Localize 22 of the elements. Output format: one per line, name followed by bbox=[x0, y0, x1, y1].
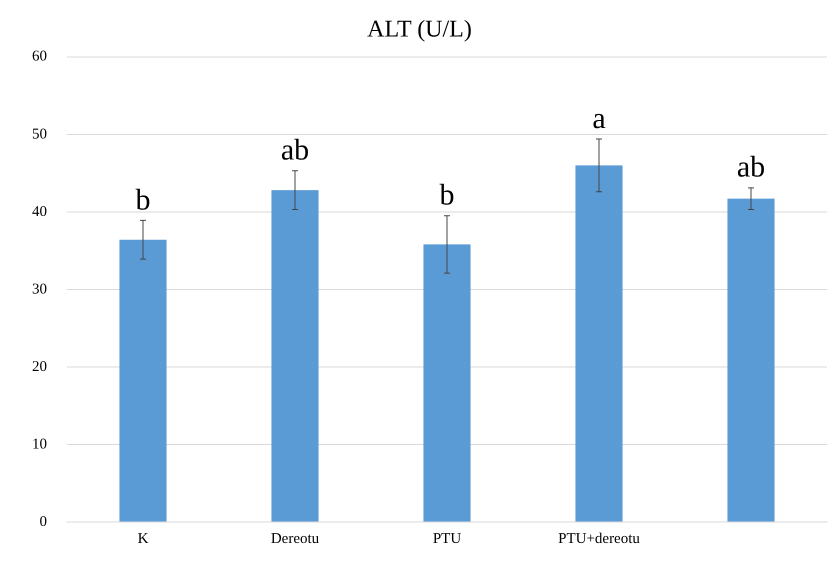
bar bbox=[271, 190, 319, 522]
bar bbox=[423, 244, 471, 522]
y-tick-label: 20 bbox=[32, 358, 47, 375]
y-tick-label: 50 bbox=[32, 126, 47, 142]
x-tick-label: PTU+dereotu bbox=[558, 530, 640, 547]
bar bbox=[575, 165, 623, 522]
chart-title: ALT (U/L) bbox=[367, 16, 472, 43]
y-tick-label: 0 bbox=[40, 514, 47, 530]
x-tick-label: PTU bbox=[432, 530, 462, 547]
bar bbox=[727, 198, 775, 522]
data-label: a bbox=[592, 102, 606, 135]
data-label: b bbox=[136, 183, 150, 216]
x-tick-label: Dereotu bbox=[270, 530, 320, 547]
data-label: ab bbox=[736, 150, 766, 184]
data-label: ab bbox=[280, 134, 310, 167]
bar bbox=[119, 240, 167, 522]
x-tick-label: K bbox=[138, 530, 149, 547]
y-tick-label: 60 bbox=[32, 48, 47, 65]
y-tick-label: 10 bbox=[32, 436, 47, 452]
y-tick-label: 40 bbox=[32, 204, 47, 220]
y-tick-label: 30 bbox=[32, 281, 47, 298]
data-label: b bbox=[440, 178, 454, 212]
